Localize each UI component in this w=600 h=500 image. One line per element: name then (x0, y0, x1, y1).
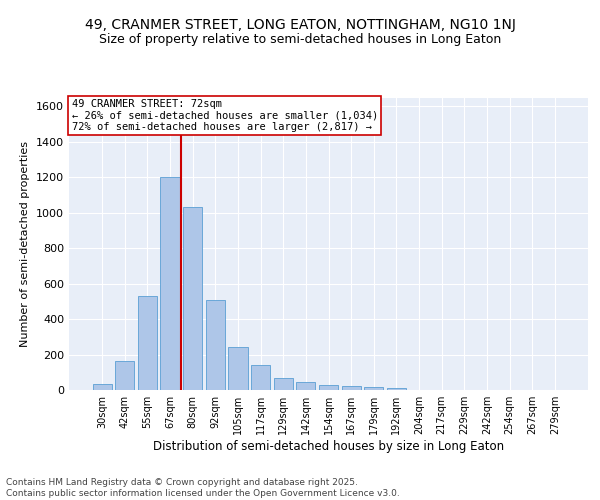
Bar (341, 386, 361, 390)
Bar (138, 296, 157, 390)
Bar (364, 388, 383, 390)
Bar (229, 346, 248, 390)
Text: Size of property relative to semi-detached houses in Long Eaton: Size of property relative to semi-detach… (99, 32, 501, 46)
Bar (160, 178, 180, 390)
Text: 49 CRANMER STREET: 72sqm
← 26% of semi-detached houses are smaller (1,034)
72% o: 49 CRANMER STREET: 72sqm ← 26% of semi-d… (71, 99, 378, 132)
Text: 49, CRANMER STREET, LONG EATON, NOTTINGHAM, NG10 1NJ: 49, CRANMER STREET, LONG EATON, NOTTINGH… (85, 18, 515, 32)
Bar (251, 365, 270, 390)
Text: Contains HM Land Registry data © Crown copyright and database right 2025.
Contai: Contains HM Land Registry data © Crown c… (6, 478, 400, 498)
Bar (92, 384, 112, 390)
X-axis label: Distribution of semi-detached houses by size in Long Eaton: Distribution of semi-detached houses by … (153, 440, 504, 453)
Bar (296, 382, 316, 390)
Bar (206, 300, 225, 390)
Bar (183, 208, 202, 390)
Bar (115, 361, 134, 390)
Bar (274, 378, 293, 390)
Bar (387, 388, 406, 390)
Y-axis label: Number of semi-detached properties: Number of semi-detached properties (20, 141, 31, 347)
Bar (319, 384, 338, 390)
